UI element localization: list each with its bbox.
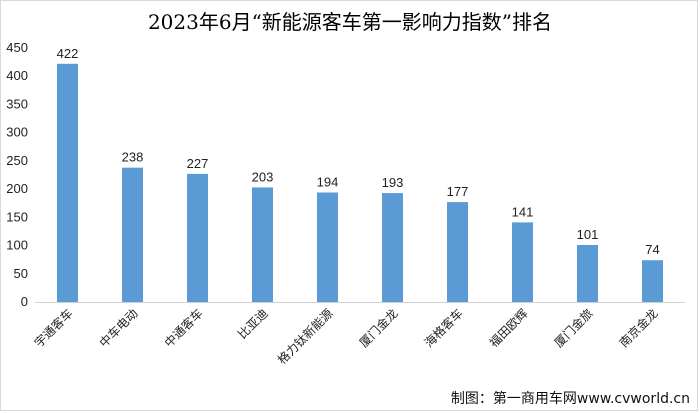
data-label: 101 bbox=[577, 227, 599, 242]
category-label: 厦门金旅 bbox=[551, 306, 596, 351]
data-label: 193 bbox=[382, 175, 404, 190]
y-tick-label: 200 bbox=[6, 181, 28, 196]
y-tick-label: 50 bbox=[14, 266, 28, 281]
data-label: 74 bbox=[645, 242, 659, 257]
y-axis: 0 50 100 150 200 250 300 350 400 450 bbox=[6, 40, 28, 309]
category-label: 南京金龙 bbox=[616, 306, 661, 351]
data-label: 238 bbox=[122, 150, 144, 165]
data-label: 227 bbox=[187, 156, 209, 171]
y-tick-label: 100 bbox=[6, 238, 28, 253]
data-labels: 422 238 227 203 194 193 177 141 101 74 bbox=[57, 46, 660, 257]
chart-title: 2023年6月“新能源客车第一影响力指数”排名 bbox=[148, 10, 552, 34]
bars bbox=[57, 63, 663, 302]
bar bbox=[512, 222, 533, 302]
category-label: 厦门金龙 bbox=[356, 306, 401, 351]
category-label: 海格客车 bbox=[421, 306, 466, 351]
bar bbox=[317, 192, 338, 302]
bar bbox=[642, 260, 663, 302]
category-label: 宇通客车 bbox=[31, 306, 76, 351]
data-label: 194 bbox=[317, 174, 339, 189]
bar bbox=[252, 187, 273, 302]
bar bbox=[57, 63, 78, 302]
bar bbox=[187, 173, 208, 302]
data-label: 177 bbox=[447, 184, 469, 199]
credit-text: 制图：第一商用车网www.cvworld.cn bbox=[451, 390, 690, 407]
bar bbox=[447, 202, 468, 302]
y-tick-label: 450 bbox=[6, 40, 28, 55]
category-label: 中通客车 bbox=[161, 306, 206, 351]
y-tick-label: 400 bbox=[6, 68, 28, 83]
category-label: 比亚迪 bbox=[235, 306, 270, 341]
data-label: 141 bbox=[512, 204, 534, 219]
bar bbox=[122, 167, 143, 302]
bar bbox=[382, 193, 403, 302]
data-label: 203 bbox=[252, 169, 274, 184]
bar bbox=[577, 244, 598, 302]
y-tick-label: 350 bbox=[6, 96, 28, 111]
category-label: 中车电动 bbox=[96, 306, 141, 351]
category-label: 格力钛新能源 bbox=[274, 306, 336, 368]
y-tick-label: 0 bbox=[21, 294, 28, 309]
category-labels: 宇通客车 中车电动 中通客车 比亚迪 格力钛新能源 厦门金龙 海格客车 福田欧辉 厦门金旅 南京金… bbox=[31, 306, 661, 368]
y-tick-label: 300 bbox=[6, 125, 28, 140]
y-tick-label: 150 bbox=[6, 209, 28, 224]
data-label: 422 bbox=[57, 46, 79, 61]
y-tick-label: 250 bbox=[6, 153, 28, 168]
category-label: 福田欧辉 bbox=[486, 306, 531, 351]
